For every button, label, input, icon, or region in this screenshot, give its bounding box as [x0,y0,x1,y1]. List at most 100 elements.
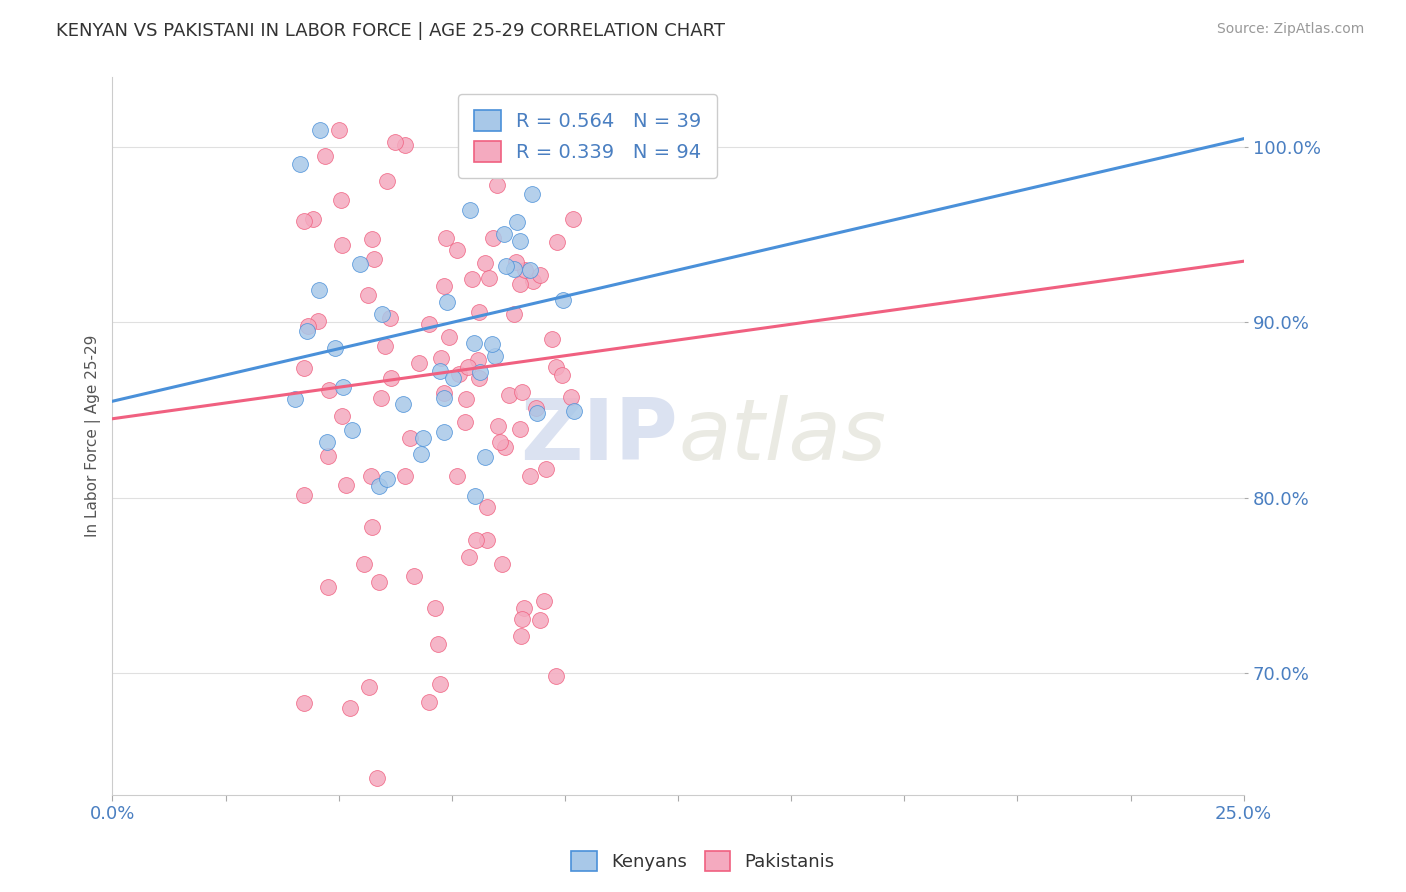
Point [540,332,562,346]
Point [529,268,551,282]
Point [316,435,339,450]
Point [512,612,534,626]
Point [357,288,380,302]
Point [314,149,336,163]
Point [316,580,339,594]
Point [360,469,382,483]
Point [446,243,468,257]
Point [292,488,315,502]
Point [562,404,585,418]
Point [380,311,402,326]
Point [550,131,572,145]
Point [375,471,398,485]
Point [398,431,420,445]
Point [458,550,481,565]
Point [544,360,567,375]
Point [482,231,505,245]
Point [474,256,496,270]
Point [544,669,567,683]
Point [561,211,583,226]
Point [433,278,456,293]
Point [332,380,354,394]
Point [492,227,515,241]
Point [380,371,402,385]
Point [437,330,460,344]
Point [546,235,568,249]
Point [446,469,468,483]
Point [467,352,489,367]
Point [412,431,434,445]
Legend: R = 0.564   N = 39, R = 0.339   N = 94: R = 0.564 N = 39, R = 0.339 N = 94 [458,95,717,178]
Point [463,336,485,351]
Point [489,435,512,450]
Point [509,277,531,291]
Point [472,125,495,139]
Point [447,367,470,381]
Point [509,422,531,436]
Point [468,305,491,319]
Point [359,680,381,694]
Point [551,368,574,382]
Point [433,385,456,400]
Point [418,317,440,331]
Point [323,341,346,355]
Point [288,157,311,171]
Point [371,307,394,321]
Text: Source: ZipAtlas.com: Source: ZipAtlas.com [1216,22,1364,37]
Point [328,123,350,137]
Point [458,202,481,217]
Point [329,193,352,207]
Point [429,677,451,691]
Point [434,231,457,245]
Point [478,271,501,285]
Point [394,469,416,483]
Point [498,388,520,402]
Point [519,263,541,277]
Point [375,174,398,188]
Point [361,231,384,245]
Point [484,349,506,363]
Point [506,214,529,228]
Point [433,425,456,440]
Point [503,307,526,321]
Point [330,238,353,252]
Point [513,262,536,277]
Text: ZIP: ZIP [520,395,678,478]
Point [534,462,557,476]
Point [295,324,318,338]
Point [474,450,496,464]
Legend: Kenyans, Pakistanis: Kenyans, Pakistanis [564,844,842,879]
Point [307,314,329,328]
Point [436,295,458,310]
Point [297,319,319,334]
Point [370,391,392,405]
Point [316,449,339,463]
Point [485,178,508,192]
Point [409,447,432,461]
Point [519,469,541,483]
Point [335,478,357,492]
Point [510,629,533,643]
Text: atlas: atlas [678,395,886,478]
Point [456,392,478,407]
Point [494,440,516,454]
Point [468,371,491,385]
Point [433,391,456,405]
Point [477,500,499,514]
Point [524,401,547,415]
Point [408,356,430,370]
Point [464,489,486,503]
Point [353,558,375,572]
Point [461,272,484,286]
Point [427,636,450,650]
Point [284,392,307,406]
Y-axis label: In Labor Force | Age 25-29: In Labor Force | Age 25-29 [86,335,101,538]
Point [468,365,491,379]
Point [292,696,315,710]
Point [430,351,453,365]
Point [495,259,517,273]
Point [529,614,551,628]
Point [368,574,391,589]
Point [349,257,371,271]
Point [441,370,464,384]
